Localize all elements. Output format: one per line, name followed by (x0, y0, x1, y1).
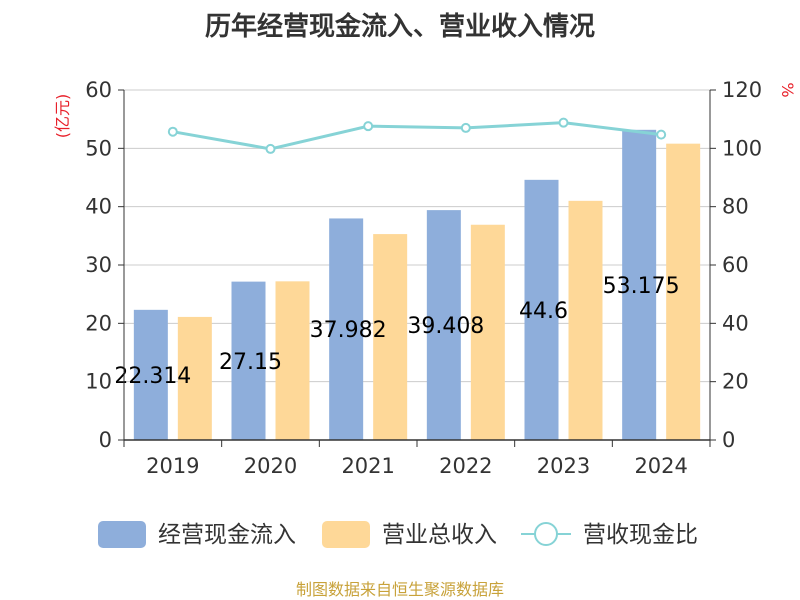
left-tick-label: 30 (85, 253, 112, 277)
right-tick-label: 40 (722, 311, 749, 335)
x-tick-label: 2022 (439, 454, 492, 478)
legend-label: 经营现金流入 (158, 522, 296, 548)
left-tick-label: 50 (85, 136, 112, 160)
bar (373, 234, 408, 440)
legend-label: 营业总收入 (382, 522, 497, 548)
bar (275, 281, 310, 440)
chart-title: 历年经营现金流入、营业收入情况 (205, 11, 595, 42)
x-tick-label: 2021 (341, 454, 394, 478)
data-labels: 22.314 27.15 37.982 39.408 44.6 53.175 (114, 274, 679, 389)
bar (177, 316, 212, 440)
left-tick-label: 20 (85, 311, 112, 335)
data-label: 44.6 (519, 299, 568, 324)
legend: 经营现金流入 营业总收入 营收现金比 (98, 521, 698, 548)
x-tick-label: 2019 (146, 454, 199, 478)
line-point (167, 126, 178, 137)
bar (622, 129, 657, 440)
line-point (265, 143, 276, 154)
legend-marker (534, 522, 558, 546)
right-tick-label: 100 (722, 136, 762, 160)
legend-swatch (322, 521, 370, 548)
gridlines (124, 89, 710, 383)
bar (568, 200, 603, 440)
data-label: 39.408 (407, 314, 484, 339)
bar (426, 210, 461, 440)
line-point (656, 129, 667, 140)
source-note: 制图数据来自恒生聚源数据库 (296, 580, 504, 599)
left-axis-unit: (亿元) (53, 94, 72, 139)
x-tick-label: 2024 (634, 454, 687, 478)
right-tick-label: 60 (722, 253, 749, 277)
bar (231, 281, 266, 440)
right-tick-label: 0 (722, 428, 735, 452)
right-tick-label: 120 (722, 78, 762, 102)
data-label: 37.982 (310, 318, 387, 343)
data-label: 53.175 (603, 274, 680, 299)
x-tick-label: 2020 (244, 454, 297, 478)
x-tick-label: 2023 (537, 454, 590, 478)
bar (470, 224, 505, 440)
left-tick-label: 0 (99, 428, 112, 452)
legend-label: 营收现金比 (583, 522, 698, 548)
right-tick-label: 80 (722, 195, 749, 219)
left-tick-label: 60 (85, 78, 112, 102)
legend-swatch (98, 521, 146, 548)
line-point (460, 122, 471, 133)
bar (133, 309, 168, 440)
right-axis-unit: % (778, 82, 797, 97)
series-line (172, 121, 662, 151)
line-point (558, 117, 569, 128)
line-point (363, 121, 374, 132)
line-series (167, 117, 667, 154)
bar (524, 179, 559, 441)
data-label: 27.15 (219, 350, 282, 375)
bar (329, 218, 364, 440)
bar (666, 143, 701, 440)
bar-series (133, 129, 701, 441)
left-tick-label: 10 (85, 370, 112, 394)
left-tick-label: 40 (85, 195, 112, 219)
right-tick-label: 20 (722, 370, 749, 394)
data-label: 22.314 (114, 364, 191, 389)
